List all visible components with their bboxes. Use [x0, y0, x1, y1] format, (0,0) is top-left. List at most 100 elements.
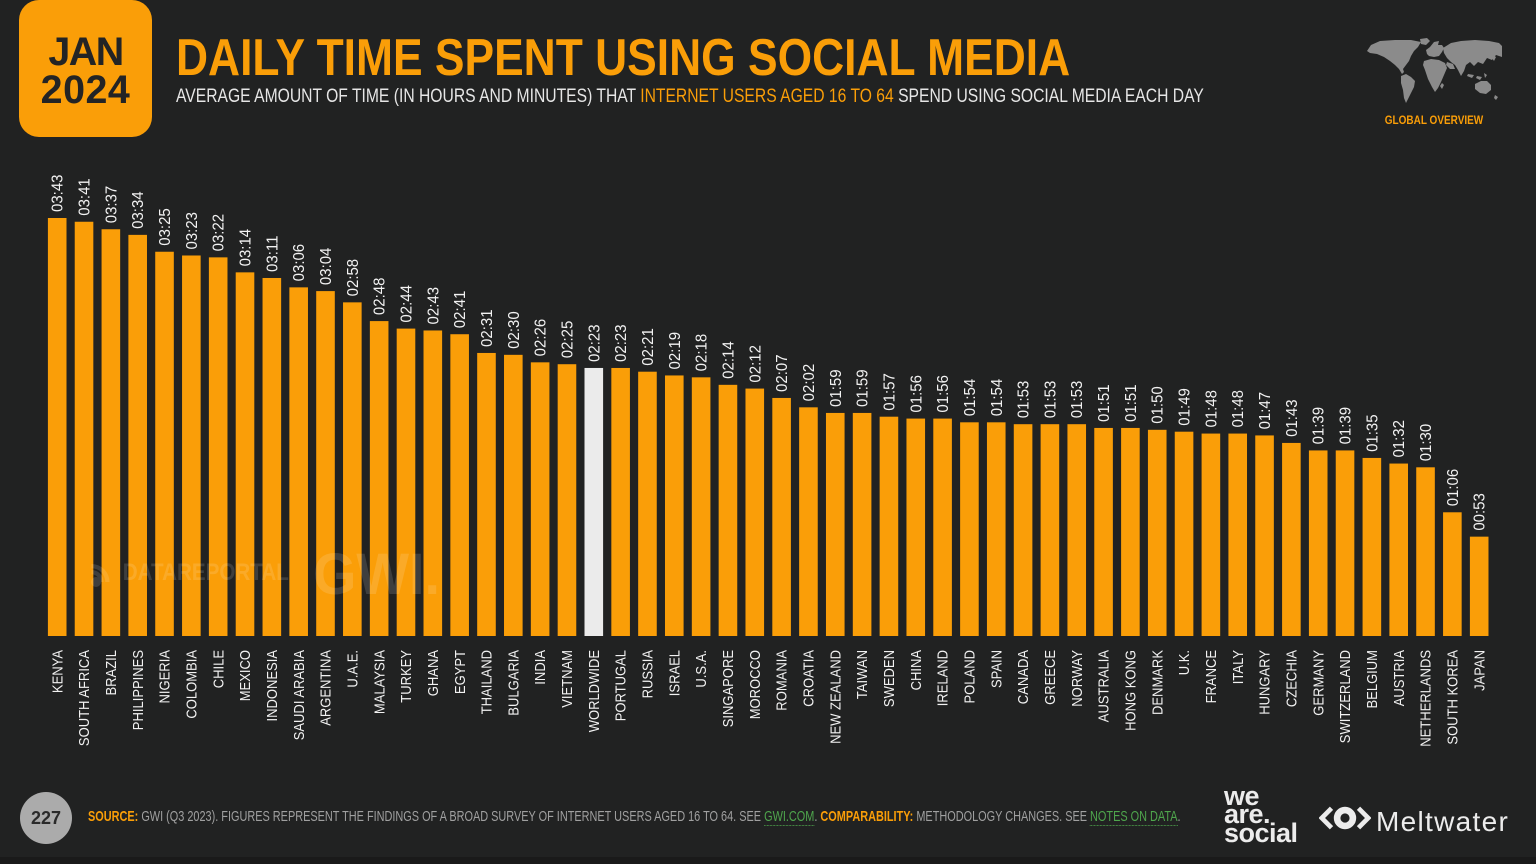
svg-text:JAPAN: JAPAN	[1471, 650, 1488, 691]
svg-text:01:47: 01:47	[1257, 392, 1274, 430]
svg-text:02:44: 02:44	[398, 285, 415, 323]
svg-text:01:51: 01:51	[1096, 384, 1113, 422]
svg-text:02:23: 02:23	[586, 324, 603, 362]
svg-text:SAUDI ARABIA: SAUDI ARABIA	[291, 650, 308, 740]
svg-text:EGYPT: EGYPT	[452, 650, 469, 694]
svg-text:VIETNAM: VIETNAM	[559, 650, 576, 708]
svg-text:02:26: 02:26	[533, 319, 550, 357]
svg-text:SOUTH AFRICA: SOUTH AFRICA	[76, 650, 93, 746]
svg-text:01:54: 01:54	[962, 379, 979, 417]
svg-text:03:34: 03:34	[130, 191, 147, 229]
svg-text:TAIWAN: TAIWAN	[854, 650, 871, 699]
svg-text:MEXICO: MEXICO	[237, 650, 254, 701]
svg-text:PHILIPPINES: PHILIPPINES	[130, 650, 147, 730]
svg-text:01:56: 01:56	[908, 375, 925, 413]
svg-text:RUSSIA: RUSSIA	[640, 650, 657, 698]
svg-text:03:11: 03:11	[264, 235, 281, 271]
svg-text:01:32: 01:32	[1391, 420, 1408, 458]
svg-text:THAILAND: THAILAND	[479, 650, 496, 714]
svg-text:CANADA: CANADA	[1015, 650, 1032, 704]
svg-text:NIGERIA: NIGERIA	[157, 650, 174, 704]
svg-text:01:59: 01:59	[855, 369, 872, 407]
svg-text:GREECE: GREECE	[1042, 650, 1059, 705]
svg-text:01:53: 01:53	[1069, 381, 1086, 419]
svg-text:TURKEY: TURKEY	[398, 650, 415, 703]
svg-text:01:50: 01:50	[1150, 386, 1167, 424]
svg-text:01:53: 01:53	[1016, 381, 1033, 419]
svg-text:01:48: 01:48	[1230, 390, 1247, 428]
svg-text:U.A.E.: U.A.E.	[344, 650, 361, 688]
svg-text:02:07: 02:07	[774, 354, 791, 392]
svg-text:CZECHIA: CZECHIA	[1283, 650, 1300, 707]
svg-text:ISRAEL: ISRAEL	[666, 650, 683, 696]
svg-text:NEW ZEALAND: NEW ZEALAND	[827, 650, 844, 744]
svg-text:GERMANY: GERMANY	[1310, 650, 1327, 716]
svg-text:02:30: 02:30	[506, 311, 523, 349]
svg-text:U.K.: U.K.	[1176, 650, 1193, 675]
svg-text:SWEDEN: SWEDEN	[881, 650, 898, 707]
svg-text:03:06: 03:06	[291, 244, 308, 282]
svg-text:01:39: 01:39	[1311, 407, 1328, 445]
svg-text:03:37: 03:37	[103, 186, 120, 224]
svg-text:CHILE: CHILE	[210, 650, 227, 688]
svg-text:NORWAY: NORWAY	[1069, 650, 1086, 707]
svg-text:BULGARIA: BULGARIA	[505, 650, 522, 716]
svg-text:PORTUGAL: PORTUGAL	[613, 650, 630, 721]
svg-text:U.S.A.: U.S.A.	[693, 650, 710, 688]
svg-text:SINGAPORE: SINGAPORE	[720, 650, 737, 727]
svg-text:GHANA: GHANA	[425, 650, 442, 696]
svg-text:MALAYSIA: MALAYSIA	[371, 650, 388, 714]
svg-text:01:39: 01:39	[1338, 407, 1355, 445]
svg-text:POLAND: POLAND	[962, 650, 979, 704]
svg-text:MOROCCO: MOROCCO	[747, 650, 764, 719]
svg-text:02:23: 02:23	[613, 324, 630, 362]
svg-text:00:53: 00:53	[1472, 493, 1489, 531]
svg-text:01:30: 01:30	[1418, 424, 1435, 462]
svg-text:02:48: 02:48	[372, 278, 389, 316]
svg-text:02:14: 02:14	[720, 341, 737, 379]
svg-text:03:41: 03:41	[77, 178, 94, 216]
svg-text:01:56: 01:56	[935, 375, 952, 413]
svg-text:02:19: 02:19	[667, 332, 684, 370]
svg-text:03:22: 03:22	[211, 214, 228, 252]
svg-text:ARGENTINA: ARGENTINA	[318, 650, 335, 726]
svg-text:01:57: 01:57	[881, 373, 898, 411]
svg-text:SOUTH KOREA: SOUTH KOREA	[1444, 650, 1461, 745]
svg-text:01:06: 01:06	[1445, 469, 1462, 507]
svg-text:AUSTRALIA: AUSTRALIA	[1096, 650, 1113, 722]
svg-text:KENYA: KENYA	[49, 650, 66, 693]
svg-text:FRANCE: FRANCE	[1203, 650, 1220, 703]
svg-text:IRELAND: IRELAND	[935, 650, 952, 706]
svg-text:03:43: 03:43	[50, 174, 67, 212]
svg-text:01:49: 01:49	[1177, 388, 1194, 426]
svg-text:BRAZIL: BRAZIL	[103, 650, 120, 696]
svg-text:INDONESIA: INDONESIA	[264, 650, 281, 722]
svg-text:INDIA: INDIA	[532, 650, 549, 685]
svg-text:03:25: 03:25	[157, 208, 174, 246]
svg-text:BELGIUM: BELGIUM	[1364, 650, 1381, 709]
svg-text:ROMANIA: ROMANIA	[774, 650, 791, 711]
svg-text:02:21: 02:21	[640, 328, 657, 366]
svg-text:GWI.: GWI.	[313, 542, 440, 607]
svg-text:03:04: 03:04	[318, 248, 335, 286]
svg-text:DATAREPORTAL: DATAREPORTAL	[123, 559, 289, 586]
svg-text:SPAIN: SPAIN	[988, 650, 1005, 688]
svg-text:HONG KONG: HONG KONG	[1123, 650, 1140, 731]
svg-text:COLOMBIA: COLOMBIA	[183, 650, 200, 719]
svg-text:01:54: 01:54	[989, 379, 1006, 417]
svg-text:ITALY: ITALY	[1230, 650, 1247, 684]
svg-text:03:14: 03:14	[238, 229, 255, 267]
svg-text:01:48: 01:48	[1203, 390, 1220, 428]
svg-text:CROATIA: CROATIA	[801, 650, 818, 707]
svg-text:01:43: 01:43	[1284, 399, 1301, 437]
svg-text:02:31: 02:31	[479, 309, 496, 347]
svg-text:01:35: 01:35	[1364, 414, 1381, 452]
svg-text:02:43: 02:43	[425, 287, 442, 325]
svg-text:HUNGARY: HUNGARY	[1257, 650, 1274, 715]
svg-text:AUSTRIA: AUSTRIA	[1391, 650, 1408, 706]
svg-text:02:02: 02:02	[801, 364, 818, 402]
svg-text:03:23: 03:23	[184, 212, 201, 250]
svg-text:NETHERLANDS: NETHERLANDS	[1418, 650, 1435, 747]
svg-text:CHINA: CHINA	[908, 650, 925, 690]
svg-text:02:25: 02:25	[559, 321, 576, 359]
